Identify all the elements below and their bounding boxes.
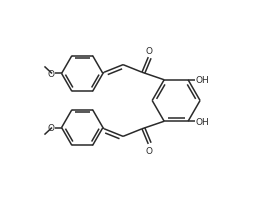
Text: OH: OH: [196, 76, 210, 85]
Text: O: O: [146, 147, 153, 156]
Text: O: O: [47, 123, 54, 132]
Text: OH: OH: [196, 117, 210, 126]
Text: O: O: [146, 46, 153, 55]
Text: O: O: [47, 70, 54, 79]
